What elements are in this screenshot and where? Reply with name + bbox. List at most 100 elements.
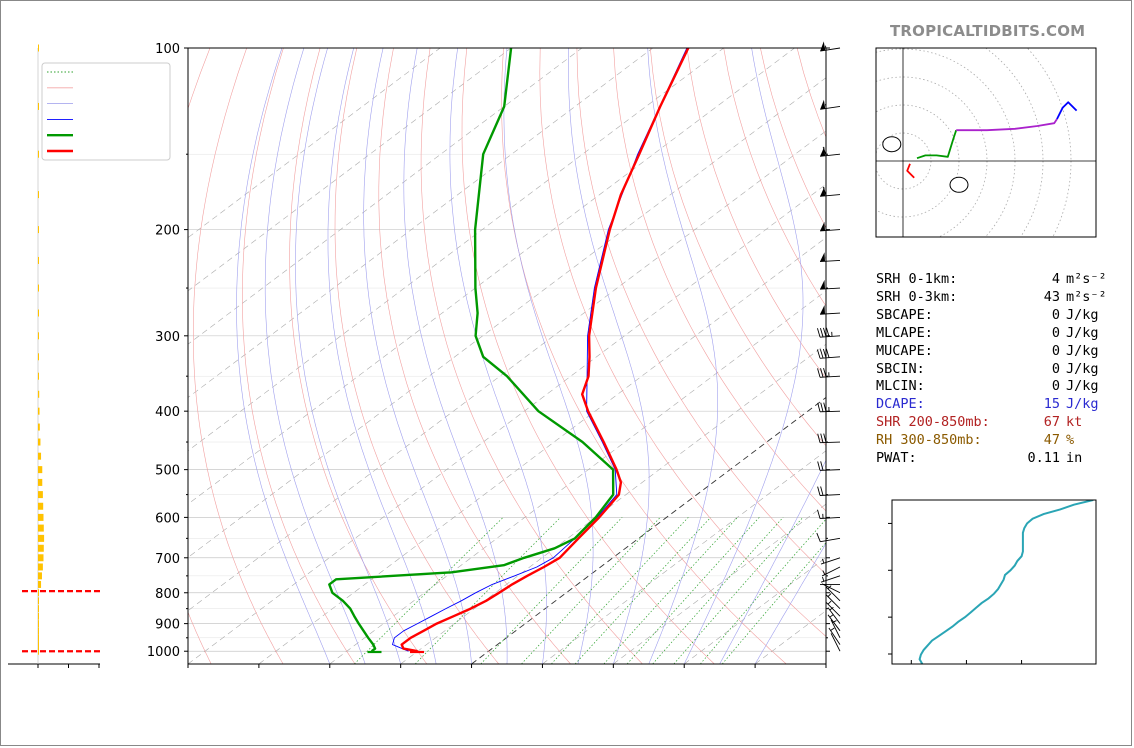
isotherm-line: [188, 48, 796, 505]
hodograph-chart: [875, 47, 1097, 238]
barb-feather: [817, 486, 821, 496]
barb-shaft: [820, 335, 841, 338]
y-tick-label: 400: [155, 405, 180, 420]
barb-feather: [823, 327, 827, 337]
stat-label: SRH 0-1km:: [876, 271, 958, 287]
stat-unit: kt: [1066, 414, 1083, 431]
stat-unit: m²s⁻²: [1066, 288, 1107, 305]
y-tick-label: 900: [155, 618, 180, 633]
stat-row: SRH 0-1km: 4 m²s⁻²: [876, 271, 1116, 289]
omega-bar: [38, 491, 43, 499]
pseudoadiabat: [503, 48, 594, 664]
barb-feather: [822, 146, 827, 156]
stat-value: 0: [1051, 378, 1060, 395]
background-lines: [188, 48, 826, 664]
dry-adiabat: [650, 48, 826, 447]
plot-frame: [187, 47, 827, 665]
stat-value: 4: [1051, 271, 1060, 287]
pseudoadiabat: [754, 542, 826, 664]
dry-adiabat: [334, 48, 500, 664]
hodograph-trace: [1056, 101, 1078, 120]
dry-adiabat: [576, 48, 826, 575]
wind-barb: [820, 575, 841, 583]
dry-adiabat: [723, 48, 826, 307]
stat-unit: in: [1066, 450, 1083, 467]
omega-bar: [38, 513, 44, 521]
wind-barb: [827, 606, 841, 624]
omega-bar: [38, 256, 39, 264]
barb-feather: [819, 349, 824, 359]
stat-label: SRH 0-3km:: [876, 288, 958, 305]
isotherm-line: [188, 48, 725, 452]
pseudoadiabat: [647, 48, 719, 664]
y-tick-label: 700: [155, 552, 180, 567]
barb-flag: [820, 41, 826, 51]
barb-shaft: [819, 469, 841, 471]
barb-shaft: [820, 375, 841, 378]
pseudoadiabat: [236, 48, 331, 664]
omega-bar: [38, 612, 39, 620]
barb-feather: [822, 348, 827, 358]
pseudoadiabat: [568, 48, 650, 664]
omega-bar: [38, 102, 39, 110]
barb-half-feather: [822, 576, 825, 582]
mixing-ratio-line: [603, 517, 738, 664]
barb-feather: [817, 328, 821, 338]
hodograph-plot: [876, 48, 1096, 237]
barb-shaft: [825, 586, 841, 602]
barb-feather: [817, 461, 821, 471]
dry-adiabat: [242, 48, 356, 664]
wind-barb: [816, 532, 841, 543]
stat-value: 43: [1043, 288, 1060, 305]
legend: [41, 62, 171, 161]
stat-row: DCAPE: 15 J/kg: [876, 396, 1116, 414]
barb-shaft: [827, 607, 841, 624]
barb-half-feather: [822, 570, 826, 575]
stat-value: 0: [1051, 306, 1060, 323]
dry-adiabat: [378, 48, 571, 664]
isotherm-line: [188, 77, 826, 558]
stat-row: SBCAPE: 0 J/kg: [876, 307, 1116, 325]
hodograph-trace: [916, 129, 958, 160]
pseudoadiabat: [719, 459, 826, 664]
wind-barb: [830, 633, 841, 652]
brand-watermark: TROPICALTIDBITS.COM: [890, 22, 1086, 40]
isotherm-line: [258, 237, 826, 664]
hodograph-trace: [956, 118, 1058, 132]
stat-value: 47: [1043, 432, 1060, 449]
omega-bar: [38, 423, 40, 431]
stat-unit: J/kg: [1066, 342, 1099, 359]
barb-shaft: [820, 312, 841, 315]
mixing-ratio-line: [652, 517, 784, 664]
isotherm-line: [188, 183, 826, 664]
barb-flag: [820, 279, 825, 290]
series-temperature-line: [400, 48, 690, 653]
barb-feather: [823, 402, 827, 412]
barb-feather: [823, 433, 827, 443]
barb-feather: [816, 349, 821, 359]
mixing-ratio-line: [574, 517, 711, 664]
barb-feather: [817, 509, 821, 519]
wind-barb: [825, 593, 841, 609]
barb-feather: [820, 368, 824, 378]
stat-unit: J/kg: [1066, 324, 1099, 341]
omega-bar: [38, 627, 39, 635]
pseudoadiabat: [403, 48, 508, 664]
y-tick-label: 500: [155, 464, 180, 479]
barb-shaft: [820, 287, 841, 290]
barb-feather: [820, 327, 824, 338]
y-tick-label: 600: [155, 511, 180, 526]
barb-shaft: [820, 229, 841, 232]
omega-bar: [38, 150, 39, 158]
pseudoadiabat: [295, 48, 401, 664]
omega-bar: [38, 372, 39, 380]
stat-unit: J/kg: [1066, 396, 1099, 413]
stat-label: DCAPE:: [876, 396, 925, 413]
omega-bar: [38, 44, 39, 52]
stat-row: SBCIN: 0 J/kg: [876, 361, 1116, 379]
omega-bar: [38, 641, 39, 649]
wind-barb: [820, 41, 841, 52]
stat-value: 67: [1043, 414, 1060, 431]
skewt-chart: 100 200 300 400 500 600 700 800 900 1000: [41, 41, 841, 668]
